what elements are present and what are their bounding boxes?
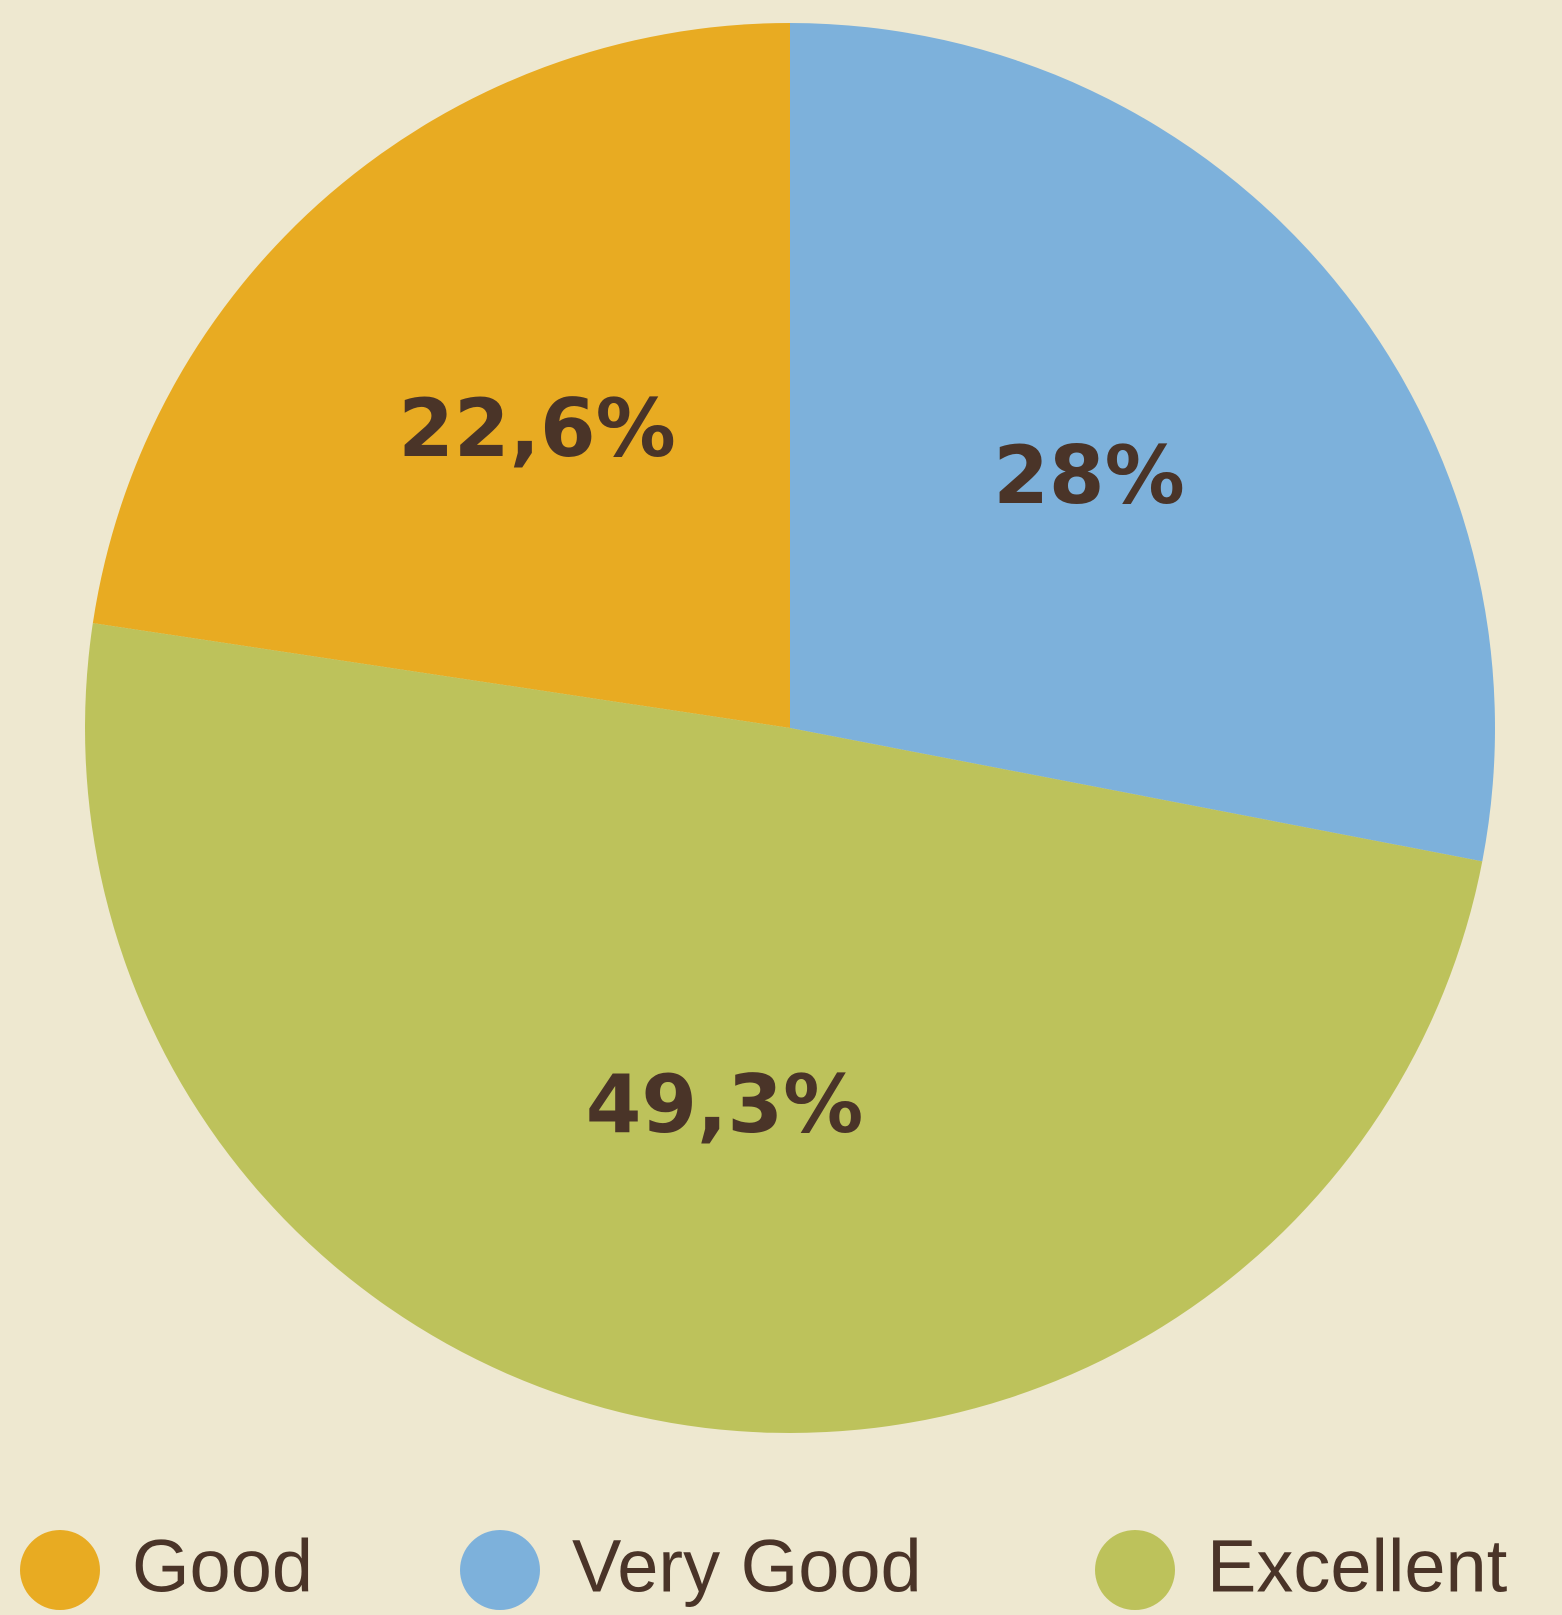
legend-label: Excellent <box>1207 1525 1508 1608</box>
value-label: 28% <box>993 429 1184 522</box>
legend-label: Very Good <box>572 1525 922 1608</box>
legend-swatch <box>460 1530 540 1610</box>
value-label: 22,6% <box>398 382 676 475</box>
pie-slice <box>92 23 790 728</box>
pie-slice <box>85 623 1483 1433</box>
pie-slice <box>790 23 1495 862</box>
legend-swatch <box>20 1530 100 1610</box>
legend-label: Good <box>132 1525 313 1608</box>
value-label: 49,3% <box>586 1058 864 1151</box>
legend-swatch <box>1095 1530 1175 1610</box>
